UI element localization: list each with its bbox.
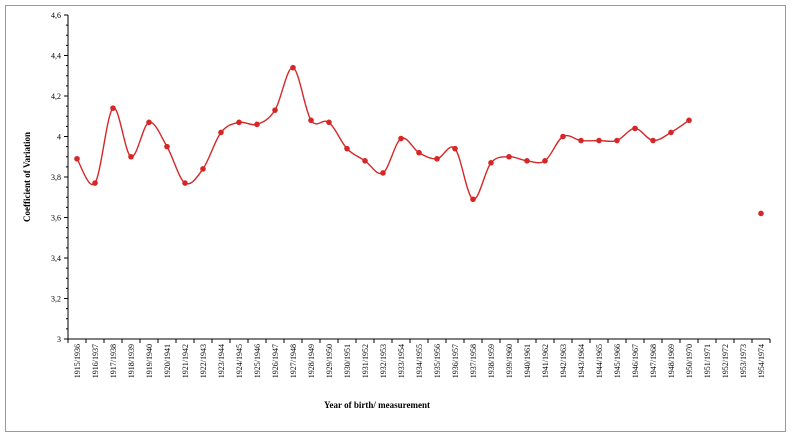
data-point [686,117,692,124]
data-point [380,170,386,176]
x-tick-label: 1945/1966 [613,344,622,378]
data-point [470,196,476,203]
data-point [434,155,440,162]
x-tick-label: 1941/1962 [541,344,550,378]
data-point [560,133,566,140]
x-tick-label: 1933/1954 [397,344,406,378]
data-point [254,121,260,128]
x-tick-label: 1924/1945 [235,344,244,378]
data-point [362,158,368,164]
data-point [488,160,494,166]
x-tick-label: 1922/1943 [199,344,208,378]
x-tick-label: 1935/1956 [433,344,442,378]
data-point [632,125,638,132]
x-tick-label: 1950/1970 [685,344,694,378]
data-point [542,158,548,164]
x-tick-label: 1916/1937 [91,344,100,378]
x-tick-label: 1939/1960 [505,344,514,378]
y-tick-label: 4 [57,133,61,142]
data-point [398,135,404,142]
x-tick-label: 1928/1949 [307,344,316,378]
x-tick-label: 1952/1972 [721,344,730,378]
x-tick-label: 1925/1946 [253,344,262,378]
y-tick-label: 4,6 [51,11,61,20]
x-tick-label: 1947/1968 [649,344,658,378]
data-point [272,107,278,113]
series-line [76,66,690,200]
data-point [344,145,350,152]
x-tick-label: 1954/1974 [757,344,766,378]
y-axis-title: Coefficient of Variation [22,132,32,222]
axes [67,15,770,340]
x-tick-label: 1934/1955 [415,344,424,378]
data-point [308,117,314,124]
x-tick-label: 1938/1959 [487,344,496,378]
data-point [650,137,656,144]
data-point [92,180,98,186]
data-point [110,105,116,111]
data-point [668,129,674,136]
data-point [614,137,620,144]
data-point [326,119,332,126]
x-tick-label: 1936/1957 [451,344,460,378]
x-tick-label: 1943/1964 [577,344,586,378]
x-tick-label: 1919/1940 [145,344,154,378]
y-tick-label: 4,2 [51,92,61,101]
x-tick-label: 1932/1953 [379,344,388,378]
series [74,64,764,217]
y-tick-label: 4,4 [51,52,61,61]
x-tick-label: 1930/1951 [343,344,352,378]
data-point [200,166,206,172]
x-tick-label: 1929/1950 [325,344,334,378]
x-tick-label: 1920/1941 [163,344,172,378]
y-tick-label: 3 [57,335,61,344]
x-tick-label: 1926/1947 [271,344,280,378]
data-point [506,153,512,160]
data-point [416,149,422,156]
x-axis-title: Year of birth/ measurement [324,400,430,410]
x-tick-label: 1931/1952 [361,344,370,378]
data-point [578,137,584,144]
data-point [182,180,188,186]
y-tick-label: 3,4 [51,254,61,263]
data-point [596,137,602,144]
x-tick-label: 1942/1963 [559,344,568,378]
data-point [146,119,152,126]
y-tick-label: 3,2 [51,295,61,304]
x-tick-label: 1951/1971 [703,344,712,378]
x-tick-label: 1917/1938 [109,344,118,378]
x-tick-label: 1944/1965 [595,344,604,378]
x-tick-label: 1953/1973 [739,344,748,378]
x-tick-label: 1946/1967 [631,344,640,378]
data-point [164,143,170,150]
ticks: 3 3,2 3,4 3,6 3,8 4 4,2 4,4 4,6 1915/1936 1916/193… [51,11,771,378]
data-point [452,145,458,152]
data-point [290,64,296,71]
data-point [236,119,242,126]
y-tick-label: 3,6 [51,214,61,223]
data-point [128,153,134,160]
chart-frame [5,5,786,432]
x-tick-label: 1937/1958 [469,344,478,378]
x-tick-label: 1923/1944 [217,344,226,378]
data-point [74,155,80,162]
data-point [758,210,764,217]
data-point [524,158,530,164]
x-tick-label: 1921/1942 [181,344,190,378]
y-tick-label: 3,8 [51,173,61,182]
x-tick-label: 1948/1969 [667,344,676,378]
x-tick-label: 1915/1936 [73,344,82,378]
x-tick-label: 1918/1939 [127,344,136,378]
data-point [218,129,224,136]
x-tick-label: 1927/1948 [289,344,298,378]
x-tick-label: 1940/1961 [523,344,532,378]
